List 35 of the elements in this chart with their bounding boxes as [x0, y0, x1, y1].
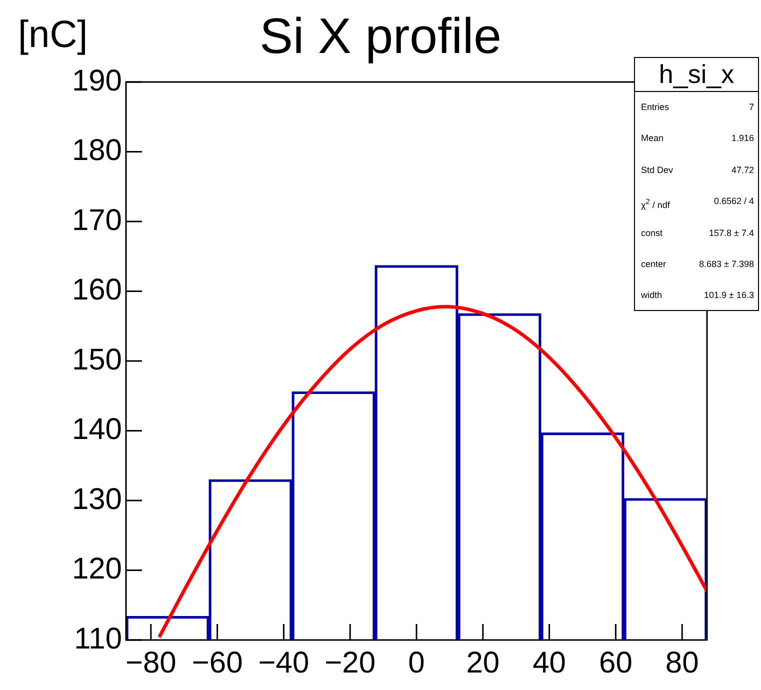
y-tick-label: 160: [72, 274, 122, 307]
y-tick-label: 140: [72, 413, 122, 446]
y-tick-label: 170: [72, 204, 122, 237]
y-tick-label: 150: [72, 343, 122, 376]
annotation: h_si_x: [635, 58, 758, 92]
annotation: Std Dev: [641, 164, 674, 177]
y-tick-label: 180: [72, 134, 122, 168]
annotation: Entries: [641, 101, 670, 114]
annotation: center: [641, 258, 666, 271]
x-tick-label: 20: [466, 646, 500, 680]
y-tick-label: 120: [72, 552, 122, 586]
annotation: 8.683 ± 7.398: [699, 258, 754, 271]
x-tick-label: −40: [258, 646, 310, 680]
x-tick-label: −20: [324, 646, 376, 680]
x-tick-label: 40: [532, 646, 566, 680]
y-axis-title: [nC]: [18, 13, 88, 58]
x-tick-label: 60: [599, 646, 632, 680]
text: 47.72: [731, 164, 754, 177]
x-tick-label: −80: [125, 646, 176, 680]
x-tick-label: 0: [408, 646, 425, 680]
text: 0.6562 / 4: [714, 195, 754, 208]
x-tick-label: 80: [665, 646, 699, 680]
text: 157.8 ± 7.4: [709, 226, 754, 240]
text: 7: [748, 101, 754, 114]
annotation: const: [641, 226, 663, 240]
text: 1.916: [731, 132, 754, 146]
y-tick-label: 130: [72, 482, 122, 516]
y-tick-label: 110: [74, 622, 122, 656]
annotation: width: [641, 289, 662, 302]
annotation: 101.9 ± 16.3: [704, 289, 754, 302]
annotation: χ$^{2}$ / ndf: [641, 196, 670, 212]
annotation: Mean: [641, 132, 664, 146]
chart-title: Si X profile: [260, 8, 502, 64]
x-tick-label: −60: [192, 646, 243, 680]
y-tick-label: 190: [72, 64, 122, 98]
